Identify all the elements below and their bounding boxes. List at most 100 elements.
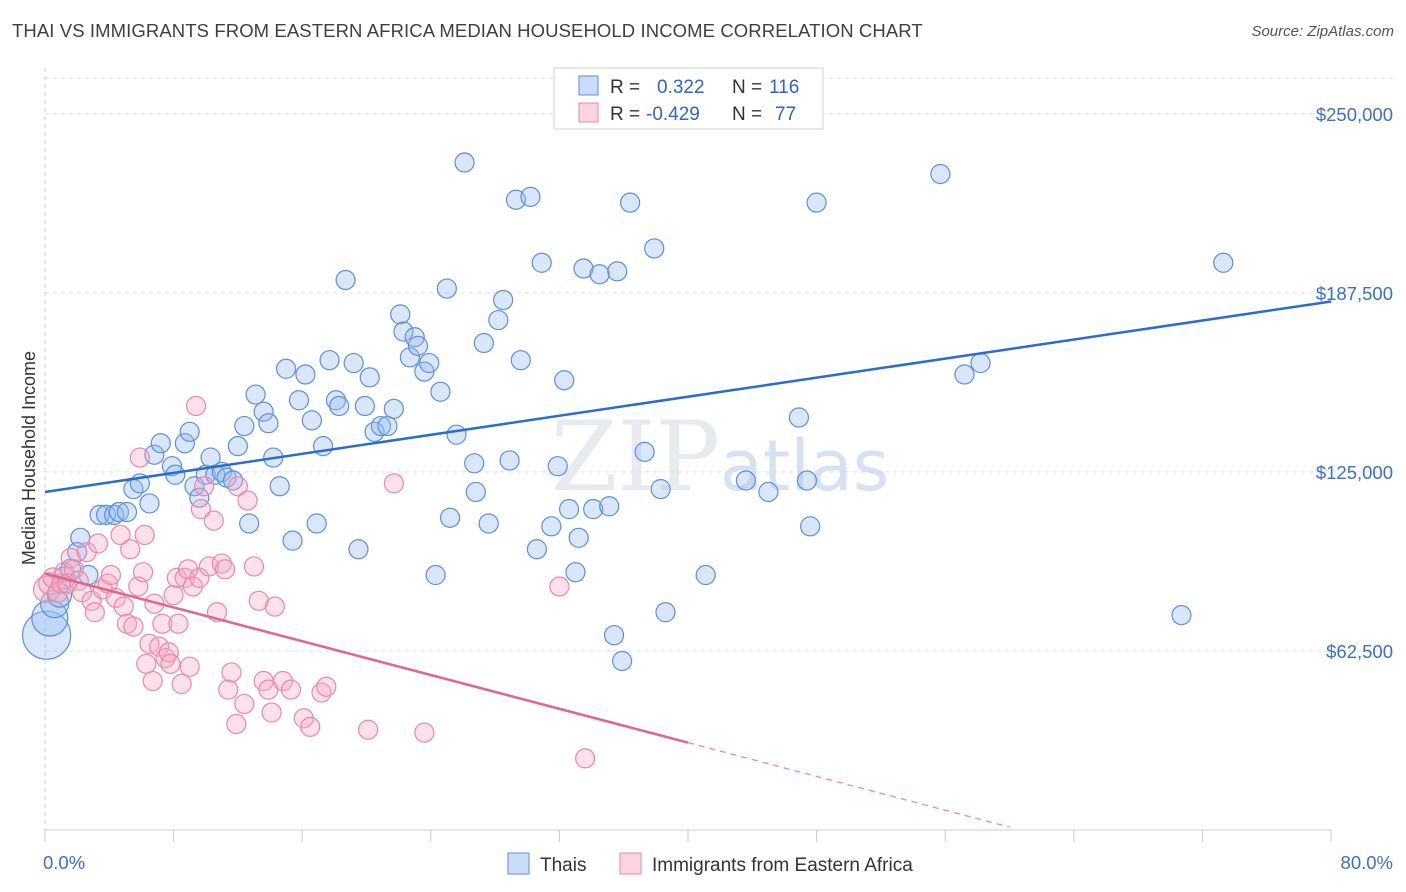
data-point [139,493,160,514]
data-point [370,415,392,437]
y-tick-label: $62,500 [1326,641,1393,662]
x-tick-label: 0.0% [43,852,85,873]
data-point [237,490,258,511]
source-label: Source: ZipAtlas.com [1251,23,1394,40]
axes [44,68,1332,842]
data-point [603,625,625,646]
trend-line-extension [687,741,1010,828]
data-point [100,564,122,586]
data-point [558,499,580,520]
data-point [280,679,302,700]
data-point [547,456,568,477]
data-point [526,539,547,560]
data-point [439,507,461,528]
data-point [499,450,520,471]
legend-swatch-eastern-africa [578,102,599,123]
data-point [269,476,290,497]
legend-swatch-thais [578,75,599,96]
data-point [63,559,85,580]
data-point [226,713,247,735]
data-point [76,542,97,563]
data-point [343,352,364,374]
legend-r-label: R = [610,77,640,98]
data-point [599,496,620,517]
data-point [620,192,641,213]
data-point [325,390,347,411]
data-point [575,748,596,769]
data-point [364,421,385,442]
data-point [108,501,130,523]
data-point [319,350,340,371]
data-point [142,670,163,692]
data-point [152,613,173,634]
data-point [243,556,265,577]
data-point [227,436,248,457]
data-point [436,278,457,299]
data-point [430,381,451,402]
data-point [134,524,155,546]
data-point [796,470,818,491]
data-point [120,539,141,560]
data-point [163,584,184,606]
data-point [335,269,356,291]
data-point [510,350,531,371]
data-point [568,527,589,548]
data-point [300,716,321,737]
data-point [407,335,429,356]
legend-r-label: R = [610,104,640,125]
data-point [227,476,248,497]
data-point [211,553,232,574]
data-point [272,670,294,692]
data-point [136,653,157,674]
data-point [788,407,810,428]
chart-title: THAI VS IMMIGRANTS FROM EASTERN AFRICA M… [12,20,923,41]
data-point [1213,252,1234,273]
legend-swatch-eastern-africa [619,852,642,875]
data-point [95,504,117,525]
data-point [301,410,322,431]
data-point [166,567,187,589]
data-point [198,556,220,577]
data-point [565,562,586,583]
data-point [354,395,375,417]
data-point [60,547,81,568]
data-point [488,309,509,331]
data-point [123,616,144,637]
data-point [954,364,975,385]
data-point [493,289,514,311]
data-point [329,395,350,417]
y-tick-label: $250,000 [1316,104,1393,125]
correlation-legend: R = 0.322 N = 116 R = -0.429 N = 77 [553,67,824,130]
data-point [171,673,192,694]
data-point [393,321,414,342]
data-point [650,478,671,500]
y-axis-label: Median Household Income [19,351,39,565]
legend-label-eastern-africa: Immigrants from Eastern Africa [652,855,913,876]
data-point [735,470,756,491]
data-point [113,596,134,617]
data-point [478,513,499,534]
data-point [573,258,594,279]
data-point [129,447,150,468]
data-point [414,722,435,743]
data-point [758,481,779,503]
data-point [110,524,131,546]
data-point [583,499,604,520]
x-tick-labels: 0.0% 80.0% [43,852,1393,873]
data-point [190,499,212,520]
data-point [316,676,337,697]
data-point [194,476,215,497]
data-point [253,401,274,422]
data-point [234,693,255,715]
legend-n-label: N = [732,104,762,125]
data-point [541,516,562,537]
data-point [473,332,494,354]
data-point [174,433,195,454]
data-point [261,702,282,723]
y-tick-labels: $62,500 $125,000 $187,500 $250,000 [1316,104,1393,662]
data-point [264,596,285,617]
legend-n-value: 77 [775,104,796,125]
data-point [186,395,207,417]
data-point [84,602,105,623]
y-tick-label: $187,500 [1316,283,1393,304]
